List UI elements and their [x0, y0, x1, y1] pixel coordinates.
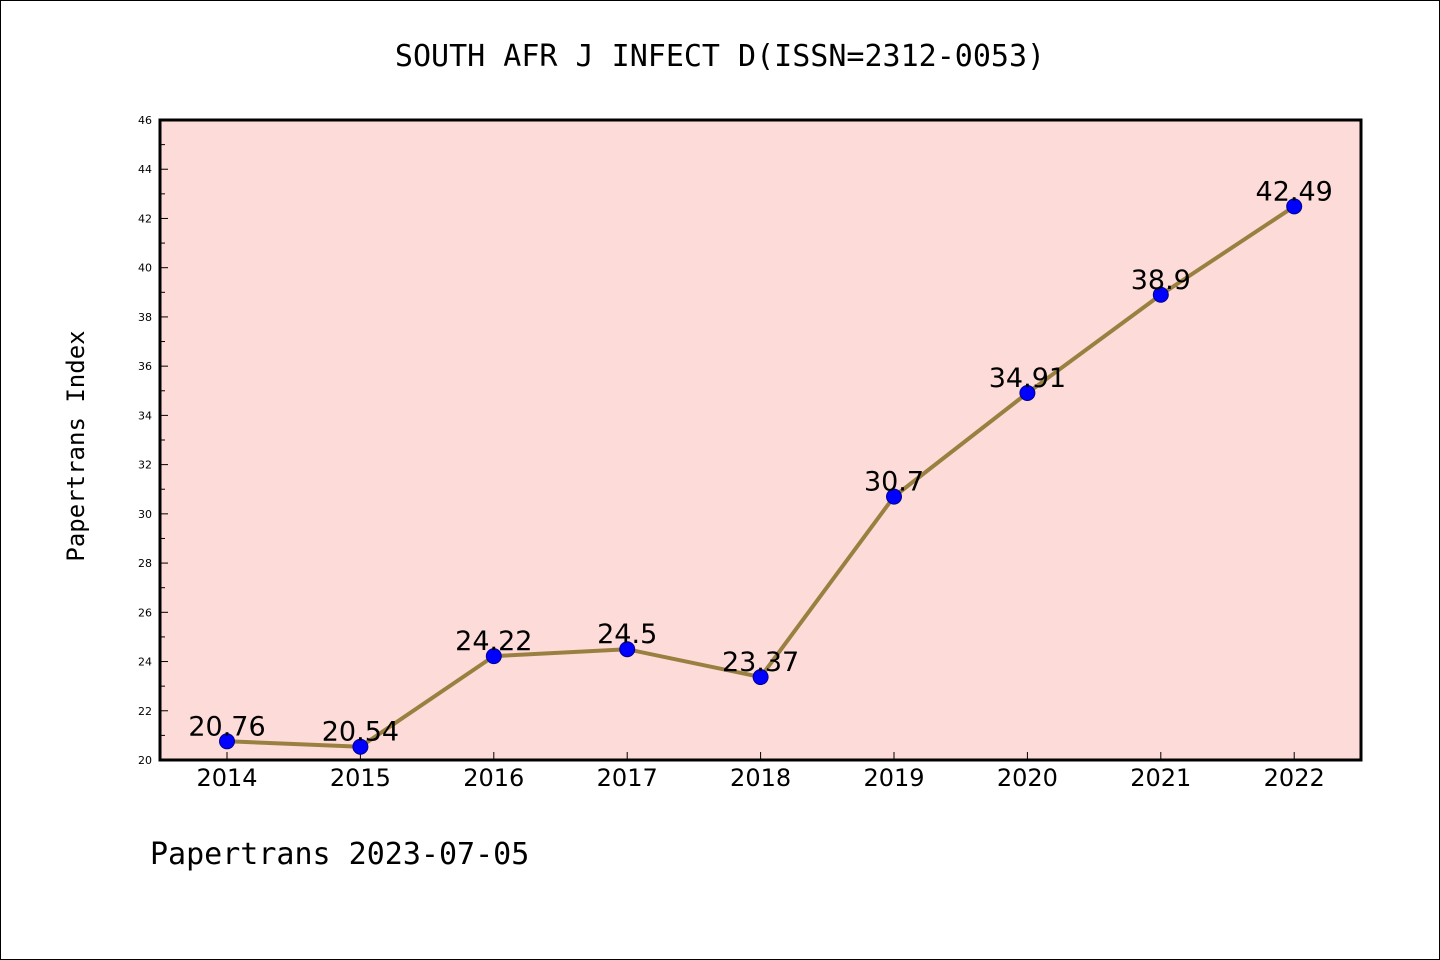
data-label: 30.7 [864, 467, 924, 498]
y-axis-label: Papertrans Index [62, 330, 90, 561]
x-tick-label: 2015 [330, 764, 391, 792]
x-tick-label: 2020 [997, 764, 1058, 792]
x-tick-label: 2021 [1130, 764, 1191, 792]
y-axis: 20 22 24 26 28 30 32 34 36 38 40 42 44 46 [138, 114, 168, 767]
data-point [752, 669, 769, 686]
footer-source-date: Papertrans 2023-07-05 [150, 837, 529, 872]
y-tick-label: 28 [138, 557, 152, 570]
y-tick-label: 38 [138, 311, 152, 324]
y-tick-label: 44 [138, 163, 152, 176]
data-label: 23.37 [722, 647, 799, 678]
data-point [485, 648, 502, 665]
data-label: 42.49 [1256, 176, 1333, 207]
y-tick-label: 22 [138, 705, 152, 718]
data-label: 20.76 [188, 711, 265, 742]
data-label: 34.91 [989, 363, 1066, 394]
y-tick-label: 46 [138, 114, 152, 127]
y-tick-label: 34 [138, 409, 152, 422]
y-tick-label: 26 [138, 606, 152, 619]
x-tick-label: 2017 [597, 764, 658, 792]
x-tick-label: 2016 [463, 764, 524, 792]
chart-title: SOUTH AFR J INFECT D(ISSN=2312-0053) [395, 39, 1045, 74]
data-point [352, 738, 369, 755]
data-point [619, 641, 636, 658]
y-tick-label: 30 [138, 508, 152, 521]
plot-area [158, 118, 1363, 762]
x-tick-label: 2022 [1264, 764, 1325, 792]
y-tick-label: 40 [138, 262, 152, 275]
x-tick-label: 2014 [196, 764, 257, 792]
data-label: 38.9 [1131, 265, 1191, 296]
y-tick-label: 36 [138, 360, 152, 373]
data-point [219, 733, 235, 750]
y-tick-label: 20 [138, 754, 152, 767]
y-tick-label: 32 [138, 459, 152, 472]
data-label: 24.22 [455, 626, 532, 657]
data-point [1152, 286, 1169, 303]
x-tick-label: 2018 [730, 764, 791, 792]
data-label: 20.54 [322, 717, 399, 748]
x-axis: 2014 2015 2016 2017 2018 2019 2020 2021 2022 [196, 752, 1325, 792]
series-papertrans-index: 20.76 20.54 24.22 24.5 23.37 30.7 34.91 38.9 42.… [188, 176, 1333, 755]
y-tick-label: 24 [138, 656, 152, 669]
x-tick-label: 2019 [863, 764, 924, 792]
data-label: 24.5 [597, 619, 657, 650]
y-tick-label: 42 [138, 212, 152, 225]
data-point [1286, 198, 1303, 215]
data-point [886, 488, 902, 505]
data-point [1019, 384, 1036, 401]
